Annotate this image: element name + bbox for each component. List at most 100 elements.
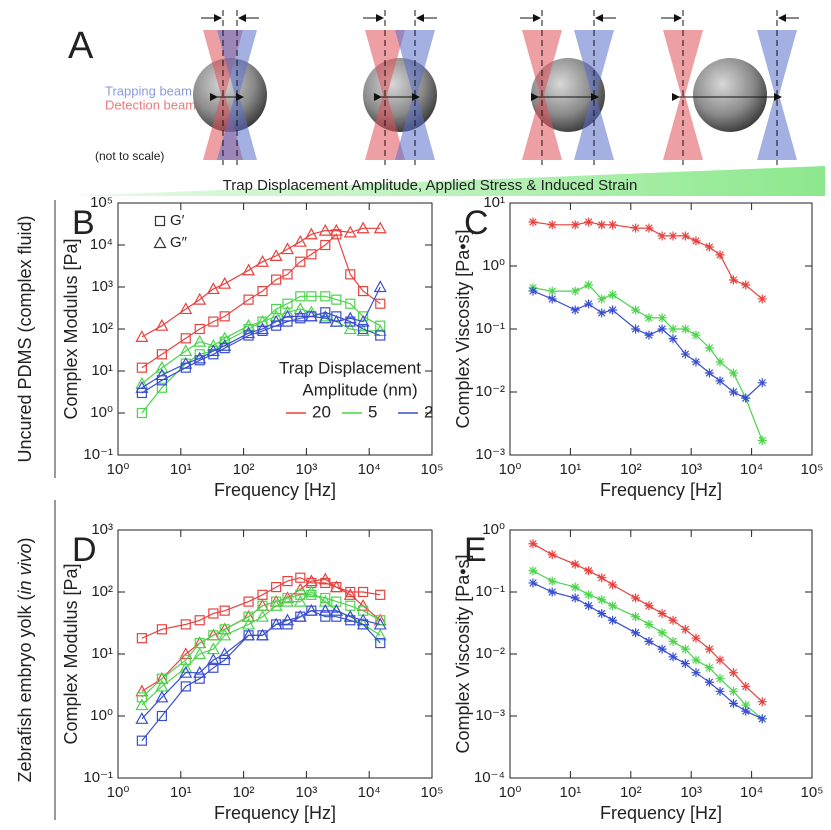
marker (343, 225, 357, 238)
marker (331, 311, 342, 322)
marker (282, 316, 293, 327)
marker (608, 290, 618, 300)
marker (741, 393, 751, 403)
marker (691, 668, 701, 678)
y-tick-label: 10⁻⁴ (474, 769, 505, 786)
marker (757, 714, 767, 724)
marker (304, 603, 318, 616)
y-tick-label: 10⁻² (475, 645, 505, 662)
marker (704, 368, 714, 378)
x-tick-label: 10¹ (170, 784, 192, 801)
marker (318, 309, 332, 322)
y-tick-label: 10² (91, 583, 113, 600)
marker (156, 375, 167, 386)
bead (693, 58, 767, 132)
legend-label: 5 (368, 402, 377, 421)
marker (608, 220, 618, 230)
marker (329, 603, 343, 616)
marker (657, 313, 667, 323)
y-tick-label: 10⁻¹ (83, 769, 113, 786)
marker (243, 611, 254, 622)
marker (180, 681, 191, 692)
marker (644, 601, 654, 611)
marker (528, 566, 538, 576)
x-tick-label: 10⁵ (421, 461, 444, 478)
marker (206, 282, 220, 295)
marker (318, 603, 332, 616)
marker (728, 387, 738, 397)
marker (345, 316, 356, 327)
marker (691, 633, 701, 643)
marker (243, 596, 254, 607)
marker (293, 309, 307, 322)
marker (704, 677, 714, 687)
marker (631, 305, 641, 315)
row-label: Zebrafish embryo yolk (in vivo) (15, 537, 35, 782)
marker (584, 590, 594, 600)
x-tick-label: 10² (620, 461, 642, 478)
marker (704, 343, 714, 353)
marker (329, 580, 343, 593)
marker (680, 644, 690, 654)
series-line (532, 290, 763, 399)
y-tick-label: 10³ (91, 521, 113, 538)
marker (715, 250, 725, 260)
marker (255, 254, 270, 267)
marker (373, 280, 387, 293)
marker (156, 710, 167, 722)
marker (631, 324, 641, 334)
series-line (532, 284, 763, 441)
marker (657, 324, 667, 334)
x-tick-label: 10² (620, 784, 642, 801)
marker (728, 275, 738, 285)
marker (728, 368, 738, 378)
y-tick-label: 10⁰ (90, 707, 113, 724)
marker (343, 588, 357, 600)
marker (668, 324, 678, 334)
legend-text: Detection beam (105, 97, 196, 112)
panel-letter: A (68, 25, 94, 67)
y-tick-label: 10² (91, 320, 113, 337)
marker (597, 220, 607, 230)
marker (218, 628, 232, 641)
marker (219, 343, 230, 354)
marker (691, 655, 701, 665)
marker (715, 357, 725, 367)
marker (255, 628, 270, 641)
marker (135, 698, 149, 711)
marker (155, 368, 169, 381)
x-tick-label: 10² (233, 784, 255, 801)
marker (680, 349, 690, 359)
series-line (141, 610, 381, 720)
marker (528, 217, 538, 227)
marker (631, 612, 641, 622)
y-tick-label: 10⁻¹ (475, 583, 505, 600)
marker (282, 592, 293, 604)
marker (135, 712, 149, 724)
marker (528, 539, 538, 549)
panel-a: A Trapping beam Detection beam (not to s… (68, 10, 825, 196)
legend-label: 2 (424, 402, 433, 421)
y-tick-label: 10¹ (91, 645, 113, 662)
marker (219, 624, 230, 635)
panel-letter: C (464, 204, 489, 242)
marker (668, 231, 678, 241)
marker (728, 686, 738, 696)
marker (570, 286, 580, 296)
marker (295, 291, 306, 302)
marker (570, 220, 580, 230)
marker (728, 668, 738, 678)
note: (not to scale) (95, 149, 164, 163)
marker (271, 581, 282, 593)
y-axis-title: Complex Modulus [Pa] (61, 238, 81, 419)
marker (343, 311, 357, 324)
marker (136, 692, 147, 703)
marker (741, 700, 751, 710)
marker (358, 323, 369, 335)
marker (373, 628, 387, 641)
marker (356, 221, 370, 234)
marker (668, 636, 678, 646)
marker (691, 357, 701, 367)
marker (293, 234, 307, 247)
y-tick-label: 10⁴ (90, 236, 113, 253)
